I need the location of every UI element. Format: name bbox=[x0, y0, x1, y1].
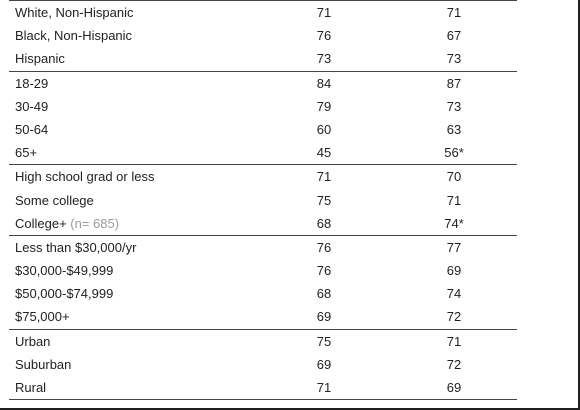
table-row: College+ (n= 685) 68 74* bbox=[9, 212, 517, 235]
group-divider bbox=[9, 234, 517, 236]
value-column-1: 69 bbox=[316, 356, 332, 372]
row-label: Some college bbox=[15, 189, 94, 212]
row-label: Less than $30,000/yr bbox=[15, 236, 136, 259]
group-divider bbox=[9, 70, 517, 72]
row-label-text: Some college bbox=[15, 192, 94, 208]
table-row: Rural 71 69 bbox=[9, 376, 517, 399]
table-row: $50,000-$74,999 68 74 bbox=[9, 282, 517, 305]
row-label: 18-29 bbox=[15, 72, 48, 95]
value-column-1: 60 bbox=[316, 121, 332, 137]
table-row: 65+ 45 56* bbox=[9, 141, 517, 164]
value-column-1: 68 bbox=[316, 286, 332, 302]
row-label: Suburban bbox=[15, 353, 71, 376]
value-column-2: 72 bbox=[446, 356, 462, 372]
value-column-2: 73 bbox=[446, 98, 462, 114]
row-label: Black, Non-Hispanic bbox=[15, 24, 132, 47]
value-column-1: 76 bbox=[316, 28, 332, 44]
row-label-text: 30-49 bbox=[15, 98, 49, 114]
table-row: 50-64 60 63 bbox=[9, 118, 517, 141]
value-column-1: 71 bbox=[316, 169, 332, 185]
table-row: Suburban 69 72 bbox=[9, 353, 517, 376]
window-frame-right bbox=[578, 0, 580, 410]
row-label: College+ (n= 685) bbox=[15, 212, 119, 235]
table-row: Black, Non-Hispanic 76 67 bbox=[9, 24, 517, 47]
row-label-text: Urban bbox=[15, 333, 51, 349]
table-row: Urban 75 71 bbox=[9, 330, 517, 353]
value-column-1: 71 bbox=[316, 380, 332, 395]
row-label: 65+ bbox=[15, 141, 37, 164]
value-column-2: 72 bbox=[446, 309, 462, 325]
row-label: High school grad or less bbox=[15, 165, 154, 188]
value-column-2: 69 bbox=[446, 380, 462, 395]
row-label-text: Suburban bbox=[15, 356, 72, 372]
value-column-2: 71 bbox=[446, 5, 462, 20]
table-row: White, Non-Hispanic 71 71 bbox=[9, 1, 517, 24]
value-column-2: 74 bbox=[446, 286, 462, 302]
value-column-2: 77 bbox=[446, 239, 462, 255]
row-label-text: Black, Non-Hispanic bbox=[15, 28, 133, 44]
table-row: Hispanic 73 73 bbox=[9, 47, 517, 70]
row-label-text: High school grad or less bbox=[15, 169, 155, 185]
table-row: High school grad or less 71 70 bbox=[9, 165, 517, 188]
row-label-text: $30,000-$49,999 bbox=[15, 263, 114, 279]
table-top-rule bbox=[9, 0, 517, 1]
table-row: 30-49 79 73 bbox=[9, 95, 517, 118]
value-column-1: 79 bbox=[316, 98, 332, 114]
row-label: $30,000-$49,999 bbox=[15, 259, 113, 282]
row-label: $75,000+ bbox=[15, 305, 70, 328]
table-row: 18-29 84 87 bbox=[9, 72, 517, 95]
row-label-text: $50,000-$74,999 bbox=[15, 286, 114, 302]
table-bottom-rule bbox=[9, 399, 517, 401]
row-label: Hispanic bbox=[15, 47, 65, 70]
row-label-text: Less than $30,000/yr bbox=[15, 239, 137, 255]
value-column-1: 45 bbox=[316, 145, 332, 161]
row-label: Urban bbox=[15, 330, 50, 353]
row-label: $50,000-$74,999 bbox=[15, 282, 113, 305]
group-divider bbox=[9, 328, 517, 330]
value-column-1: 68 bbox=[316, 215, 332, 231]
value-column-2: 63 bbox=[446, 121, 462, 137]
data-table: White, Non-Hispanic 71 71 Black, Non-Hispan… bbox=[9, 0, 517, 401]
row-label-text: Rural bbox=[15, 380, 47, 395]
value-column-1: 76 bbox=[316, 239, 332, 255]
value-column-1: 75 bbox=[316, 192, 332, 208]
value-column-2: 71 bbox=[446, 192, 462, 208]
table-row: $75,000+ 69 72 bbox=[9, 305, 517, 328]
sample-size-note: (n= 685) bbox=[66, 215, 120, 231]
window-frame-bottom bbox=[0, 408, 580, 410]
table-row: Some college 75 71 bbox=[9, 189, 517, 212]
value-column-1: 69 bbox=[316, 309, 332, 325]
row-label: White, Non-Hispanic bbox=[15, 1, 134, 24]
value-column-1: 71 bbox=[316, 5, 332, 20]
value-column-2: 56* bbox=[444, 145, 464, 161]
value-column-1: 75 bbox=[316, 333, 332, 349]
value-column-2: 67 bbox=[446, 28, 462, 44]
row-label-text: 50-64 bbox=[15, 121, 49, 137]
row-label-text: White, Non-Hispanic bbox=[15, 5, 134, 20]
value-column-2: 74* bbox=[444, 215, 464, 231]
row-label-text: College+ bbox=[15, 215, 67, 231]
value-column-2: 73 bbox=[446, 51, 462, 67]
value-column-2: 87 bbox=[446, 75, 462, 91]
row-label: 50-64 bbox=[15, 118, 48, 141]
row-label: 30-49 bbox=[15, 95, 48, 118]
group-divider bbox=[9, 164, 517, 166]
table-row: Less than $30,000/yr 76 77 bbox=[9, 236, 517, 259]
row-label-text: 65+ bbox=[15, 145, 38, 161]
table-row: $30,000-$49,999 76 69 bbox=[9, 259, 517, 282]
value-column-2: 71 bbox=[446, 333, 462, 349]
value-column-2: 70 bbox=[446, 169, 462, 185]
row-label: Rural bbox=[15, 376, 46, 399]
value-column-2: 69 bbox=[446, 263, 462, 279]
value-column-1: 84 bbox=[316, 75, 332, 91]
value-column-1: 73 bbox=[316, 51, 332, 67]
row-label-text: 18-29 bbox=[15, 75, 49, 91]
row-label-text: $75,000+ bbox=[15, 309, 70, 325]
row-label-text: Hispanic bbox=[15, 51, 65, 67]
value-column-1: 76 bbox=[316, 263, 332, 279]
